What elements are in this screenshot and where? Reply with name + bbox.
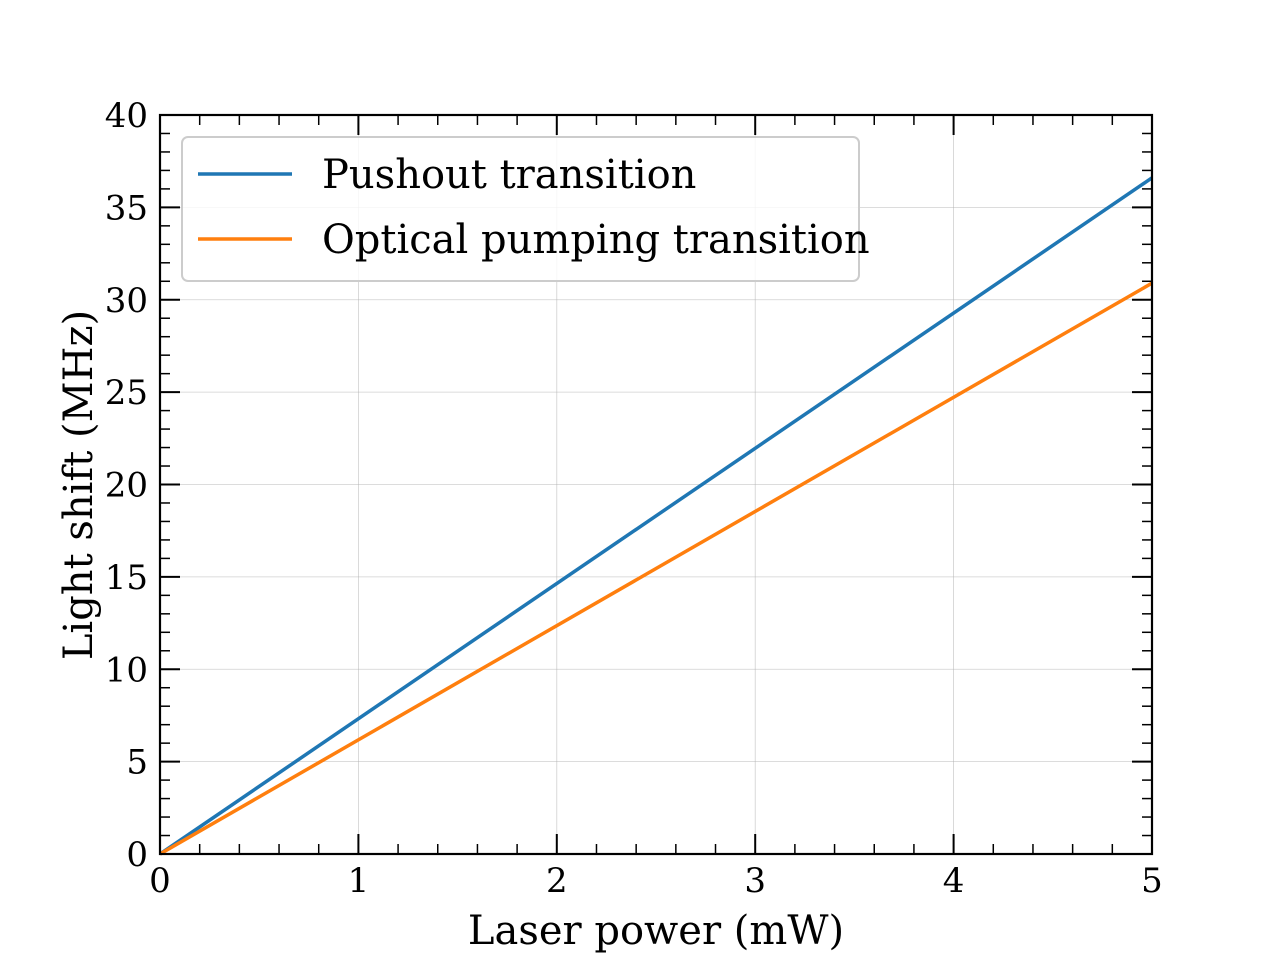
x-tick-label: 0 xyxy=(149,861,171,901)
y-tick-label: 5 xyxy=(126,743,148,783)
y-axis-label: Light shift (MHz) xyxy=(56,310,102,660)
legend-frame xyxy=(181,136,860,282)
series-line-0 xyxy=(159,176,1153,856)
x-tick-label: 5 xyxy=(1141,861,1163,901)
y-tick-label: 20 xyxy=(105,466,148,506)
x-tick-label: 1 xyxy=(348,861,370,901)
x-tick-label: 2 xyxy=(546,861,568,901)
series-line-1 xyxy=(159,281,1153,856)
y-tick-label: 25 xyxy=(105,373,148,413)
legend-label-pushout: Pushout transition xyxy=(322,152,696,198)
legend-label-optical-pumping: Optical pumping transition xyxy=(322,217,870,263)
x-tick-label: 4 xyxy=(943,861,965,901)
y-tick-label: 30 xyxy=(105,281,148,321)
y-tick-label: 40 xyxy=(105,96,148,136)
x-tick-label: 3 xyxy=(744,861,766,901)
y-tick-label: 35 xyxy=(105,188,148,228)
y-tick-label: 0 xyxy=(126,835,148,875)
series-layer xyxy=(159,176,1153,856)
legend: Pushout transition Optical pumping trans… xyxy=(181,136,870,282)
x-axis-label: Laser power (mW) xyxy=(468,908,844,954)
y-tick-label: 15 xyxy=(105,558,148,598)
tick-layer xyxy=(159,114,1153,855)
y-tick-label: 10 xyxy=(105,650,148,690)
tick-label-layer: 0 1 2 3 4 5 0 5 10 15 20 25 30 35 40 xyxy=(105,96,1163,901)
